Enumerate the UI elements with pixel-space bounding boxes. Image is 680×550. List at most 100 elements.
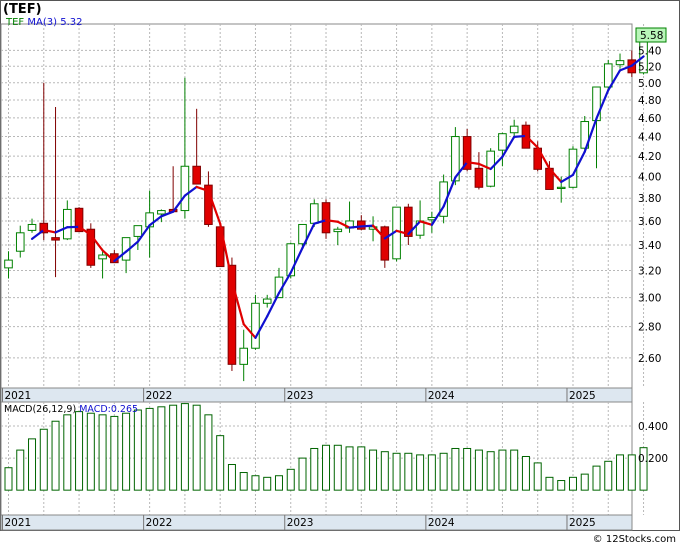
macd-bar [217, 436, 224, 490]
macd-x-tick-label: 2025 [569, 517, 596, 529]
candle-body [158, 211, 166, 214]
macd-bar [546, 477, 553, 490]
copyright-text: © 12Stocks.com [593, 534, 676, 545]
macd-bar [5, 468, 12, 490]
macd-bar [370, 450, 377, 490]
macd-y-tick-label: 0.400 [638, 421, 668, 433]
legend-ticker: TEF [5, 17, 24, 28]
macd-bar [17, 450, 24, 490]
price-legend: TEF MA(3) 5.32 [5, 17, 82, 28]
macd-bar [475, 450, 482, 490]
candle-body [358, 221, 366, 229]
candle-body [557, 187, 565, 188]
macd-bar [417, 455, 424, 490]
candle-body [593, 87, 601, 121]
price-y-tick-label: 2.80 [638, 322, 661, 334]
candle-body [475, 168, 483, 187]
macd-bar [158, 407, 165, 490]
candle-body [134, 226, 142, 237]
candle-body [16, 233, 24, 251]
ma-segment [514, 136, 526, 137]
price-y-tick-label: 5.20 [638, 61, 661, 73]
macd-bar [205, 415, 212, 490]
candle-body [28, 224, 36, 230]
price-y-tick-label: 3.00 [638, 293, 661, 305]
candle-body [240, 348, 248, 364]
candle-body [322, 203, 330, 233]
candle-body [616, 61, 624, 65]
legend-ma-label: MA(3) [27, 17, 57, 28]
macd-bar [381, 452, 388, 490]
macd-bar [628, 455, 635, 490]
macd-bar [464, 448, 471, 490]
macd-bar [358, 447, 365, 490]
macd-bar [617, 455, 624, 490]
price-x-tick-label: 2022 [146, 390, 173, 402]
macd-bar [440, 453, 447, 490]
last-price-label: 5.58 [640, 30, 663, 42]
macd-bar [40, 429, 47, 490]
macd-y-tick-label: 0.200 [638, 453, 668, 465]
macd-bar [569, 477, 576, 490]
price-y-tick-label: 4.00 [638, 172, 661, 184]
price-y-tick-label: 3.20 [638, 265, 661, 277]
price-y-tick-label: 5.00 [638, 78, 661, 90]
macd-x-tick-label: 2024 [428, 517, 455, 529]
candle-body [64, 209, 72, 238]
macd-bar [558, 481, 565, 491]
macd-x-tick-label: 2023 [287, 517, 314, 529]
macd-bar [522, 456, 529, 490]
candle-body [5, 260, 13, 268]
macd-bar [275, 476, 282, 490]
macd-bar [99, 415, 106, 490]
ma-segment [350, 226, 362, 227]
macd-bar [511, 450, 518, 490]
price-x-tick-label: 2021 [5, 390, 32, 402]
macd-bar [87, 413, 94, 490]
macd-bar [240, 473, 247, 491]
candle-body [310, 204, 318, 224]
price-y-tick-label: 3.80 [638, 193, 661, 205]
macd-bar [452, 448, 459, 490]
macd-bar [252, 476, 259, 490]
price-y-tick-label: 5.40 [638, 45, 661, 57]
macd-bar [593, 466, 600, 490]
candle-body [99, 255, 107, 259]
macd-legend: MACD(26,12,9) MACD:0.265 [4, 404, 138, 415]
macd-x-tick-label: 2021 [5, 517, 32, 529]
ticker-title: (TEF) [3, 2, 42, 17]
macd-date-band [1, 515, 632, 530]
macd-bar [487, 452, 494, 490]
macd-legend-label: MACD(26,12,9) [4, 404, 76, 415]
candle-body [252, 303, 260, 348]
macd-bar [170, 405, 177, 490]
macd-bar [76, 412, 83, 491]
candle-body [381, 227, 389, 260]
price-x-tick-label: 2023 [287, 390, 314, 402]
macd-bar [29, 439, 36, 490]
candle-body [52, 238, 60, 240]
price-y-tick-label: 3.60 [638, 216, 661, 228]
macd-bar [111, 416, 118, 490]
price-y-tick-label: 3.40 [638, 240, 661, 252]
price-y-tick-label: 4.20 [638, 151, 661, 163]
candle-body [334, 229, 342, 231]
macd-bar [393, 453, 400, 490]
price-x-tick-label: 2024 [428, 390, 455, 402]
macd-bar [605, 461, 612, 490]
macd-bar [311, 448, 318, 490]
macd-bar [181, 404, 188, 491]
legend-ma-value: 5.32 [60, 17, 82, 28]
macd-bar [64, 415, 71, 490]
macd-bar [134, 410, 141, 490]
macd-bar [287, 469, 294, 490]
macd-bar [146, 408, 153, 490]
macd-bar [534, 463, 541, 490]
macd-bar [52, 421, 59, 490]
candle-body [510, 126, 518, 133]
macd-bar [123, 413, 130, 490]
macd-bar [428, 455, 435, 490]
price-y-tick-label: 2.60 [638, 353, 661, 365]
